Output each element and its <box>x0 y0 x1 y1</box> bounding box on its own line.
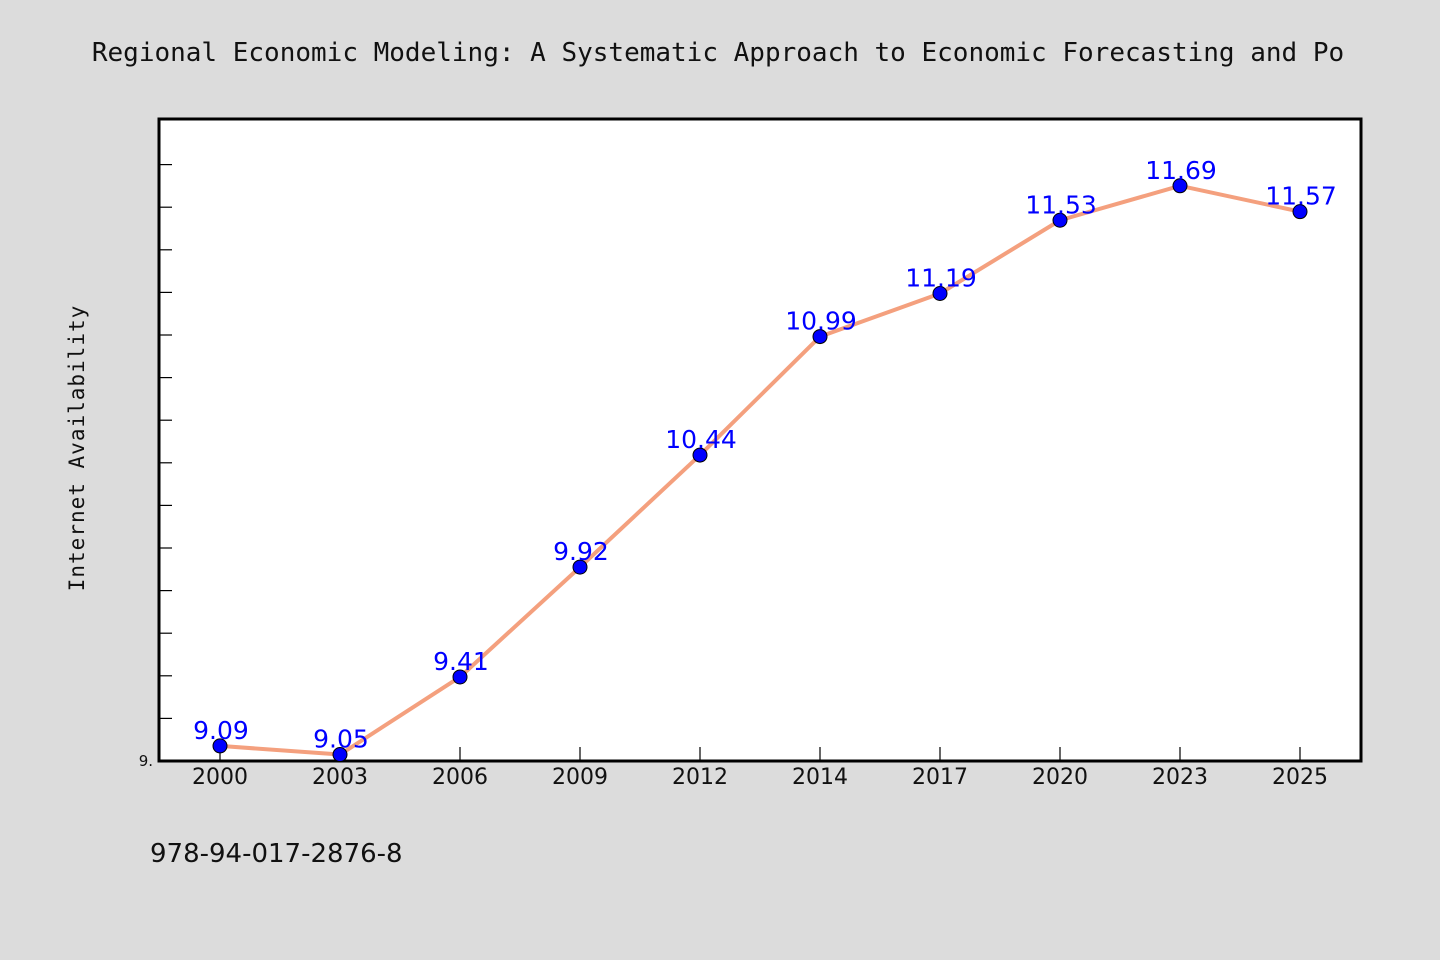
x-tick-label: 2009 <box>552 765 608 790</box>
data-label: 11.19 <box>905 264 977 293</box>
data-point <box>572 559 588 575</box>
x-tick-label: 2014 <box>792 765 848 790</box>
data-point <box>1052 212 1068 228</box>
y-tick-label: 9. <box>139 752 153 770</box>
data-point <box>452 669 468 685</box>
data-label: 9.09 <box>193 716 249 745</box>
x-tick-label: 2023 <box>1152 765 1208 790</box>
x-tick-label: 2017 <box>912 765 968 790</box>
data-point <box>332 747 348 763</box>
x-axis-ticks: 2000 2003 2006 2009 2012 2014 2017 2020 2023 2025 <box>192 747 1328 790</box>
data-label: 9.41 <box>433 647 489 676</box>
x-tick-label: 2025 <box>1272 765 1328 790</box>
isbn-text: 978-94-017-2876-8 <box>150 839 403 869</box>
data-point <box>1292 204 1308 220</box>
x-tick-label: 2000 <box>192 765 248 790</box>
data-point <box>932 286 948 302</box>
y-axis-ticks: 9. <box>139 164 172 770</box>
chart-title: Regional Economic Modeling: A Systematic… <box>92 38 1344 68</box>
series-layer <box>212 178 1308 763</box>
data-label: 11.69 <box>1145 156 1217 185</box>
plot-area <box>157 117 1363 763</box>
data-label: 11.57 <box>1265 182 1337 211</box>
data-label-layer: 9.09 9.05 9.41 9.92 10.44 10.99 11.19 11.53 11.6… <box>193 156 1337 754</box>
data-label: 9.05 <box>313 725 369 754</box>
data-point <box>212 738 228 754</box>
data-label: 10.99 <box>785 307 857 336</box>
x-tick-label: 2006 <box>432 765 488 790</box>
data-point <box>692 447 708 463</box>
data-label: 9.92 <box>553 537 609 566</box>
data-label: 11.53 <box>1025 190 1097 219</box>
data-point <box>1172 178 1188 194</box>
x-tick-label: 2003 <box>312 765 368 790</box>
data-label: 10.44 <box>665 425 737 454</box>
x-tick-label: 2020 <box>1032 765 1088 790</box>
x-tick-label: 2012 <box>672 765 728 790</box>
data-point <box>812 329 828 345</box>
series-line <box>219 183 1301 757</box>
y-axis-label: Internet Availability <box>65 305 89 592</box>
